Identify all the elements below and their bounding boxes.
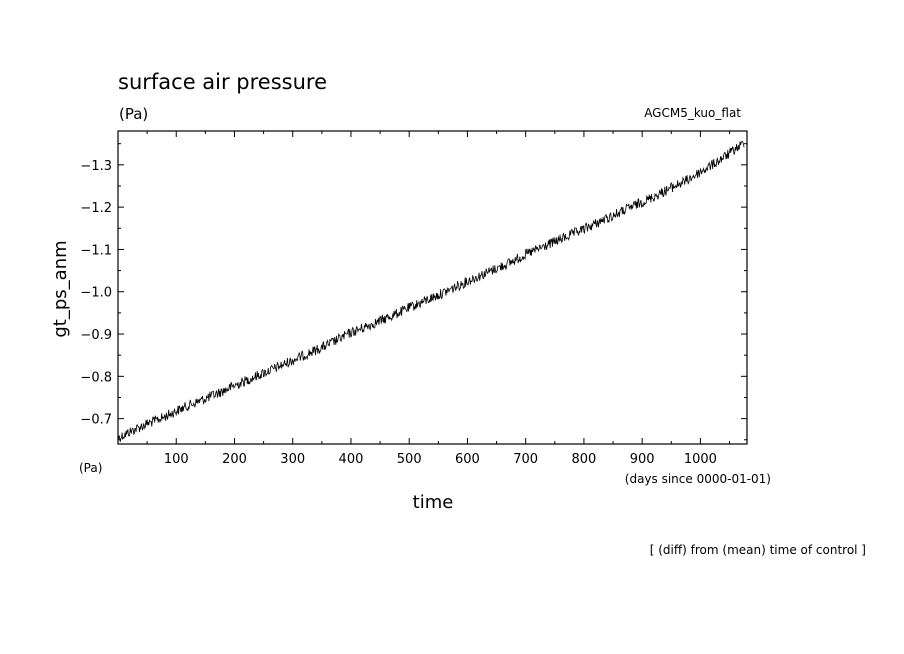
x-tick-label: 600 [455,452,480,467]
x-tick-label: 200 [222,452,247,467]
footnote: [ (diff) from (mean) time of control ] [650,543,866,557]
plot-frame [117,130,748,445]
x-tick-label: 700 [513,452,538,467]
y-axis-ticks: −0.7 −0.8 −0.9 −1.0 −1.1 −1.2 −1.3 [80,143,747,441]
x-tick-label: 400 [339,452,364,467]
y-axis-unit: (Pa) [79,461,102,475]
x-tick-label: 1000 [684,452,717,467]
x-tick-label: 300 [280,452,305,467]
y-tick-label: −0.9 [80,328,112,343]
x-axis-unit: (days since 0000-01-01) [625,472,771,486]
series-line [118,140,745,442]
x-tick-label: 100 [164,452,189,467]
x-axis-ticks: 100 200 300 400 500 600 700 800 900 1000 [146,131,731,467]
x-tick-label: 800 [572,452,597,467]
model-label: AGCM5_kuo_flat [644,106,741,120]
y-tick-label: −1.0 [80,286,112,301]
y-axis-label: gt_ps_anm [50,240,71,337]
y-tick-label: −0.7 [80,413,112,428]
y-tick-label: −1.2 [80,201,112,216]
chart-title: surface air pressure [118,70,327,94]
series-group [118,140,745,442]
y-tick-label: −0.8 [80,370,112,385]
x-axis-label: time [413,492,454,513]
y-tick-label: −1.3 [80,159,112,174]
y-tick-label: −1.1 [80,243,112,258]
x-tick-label: 900 [630,452,655,467]
title-unit: (Pa) [119,105,148,123]
x-tick-label: 500 [397,452,422,467]
